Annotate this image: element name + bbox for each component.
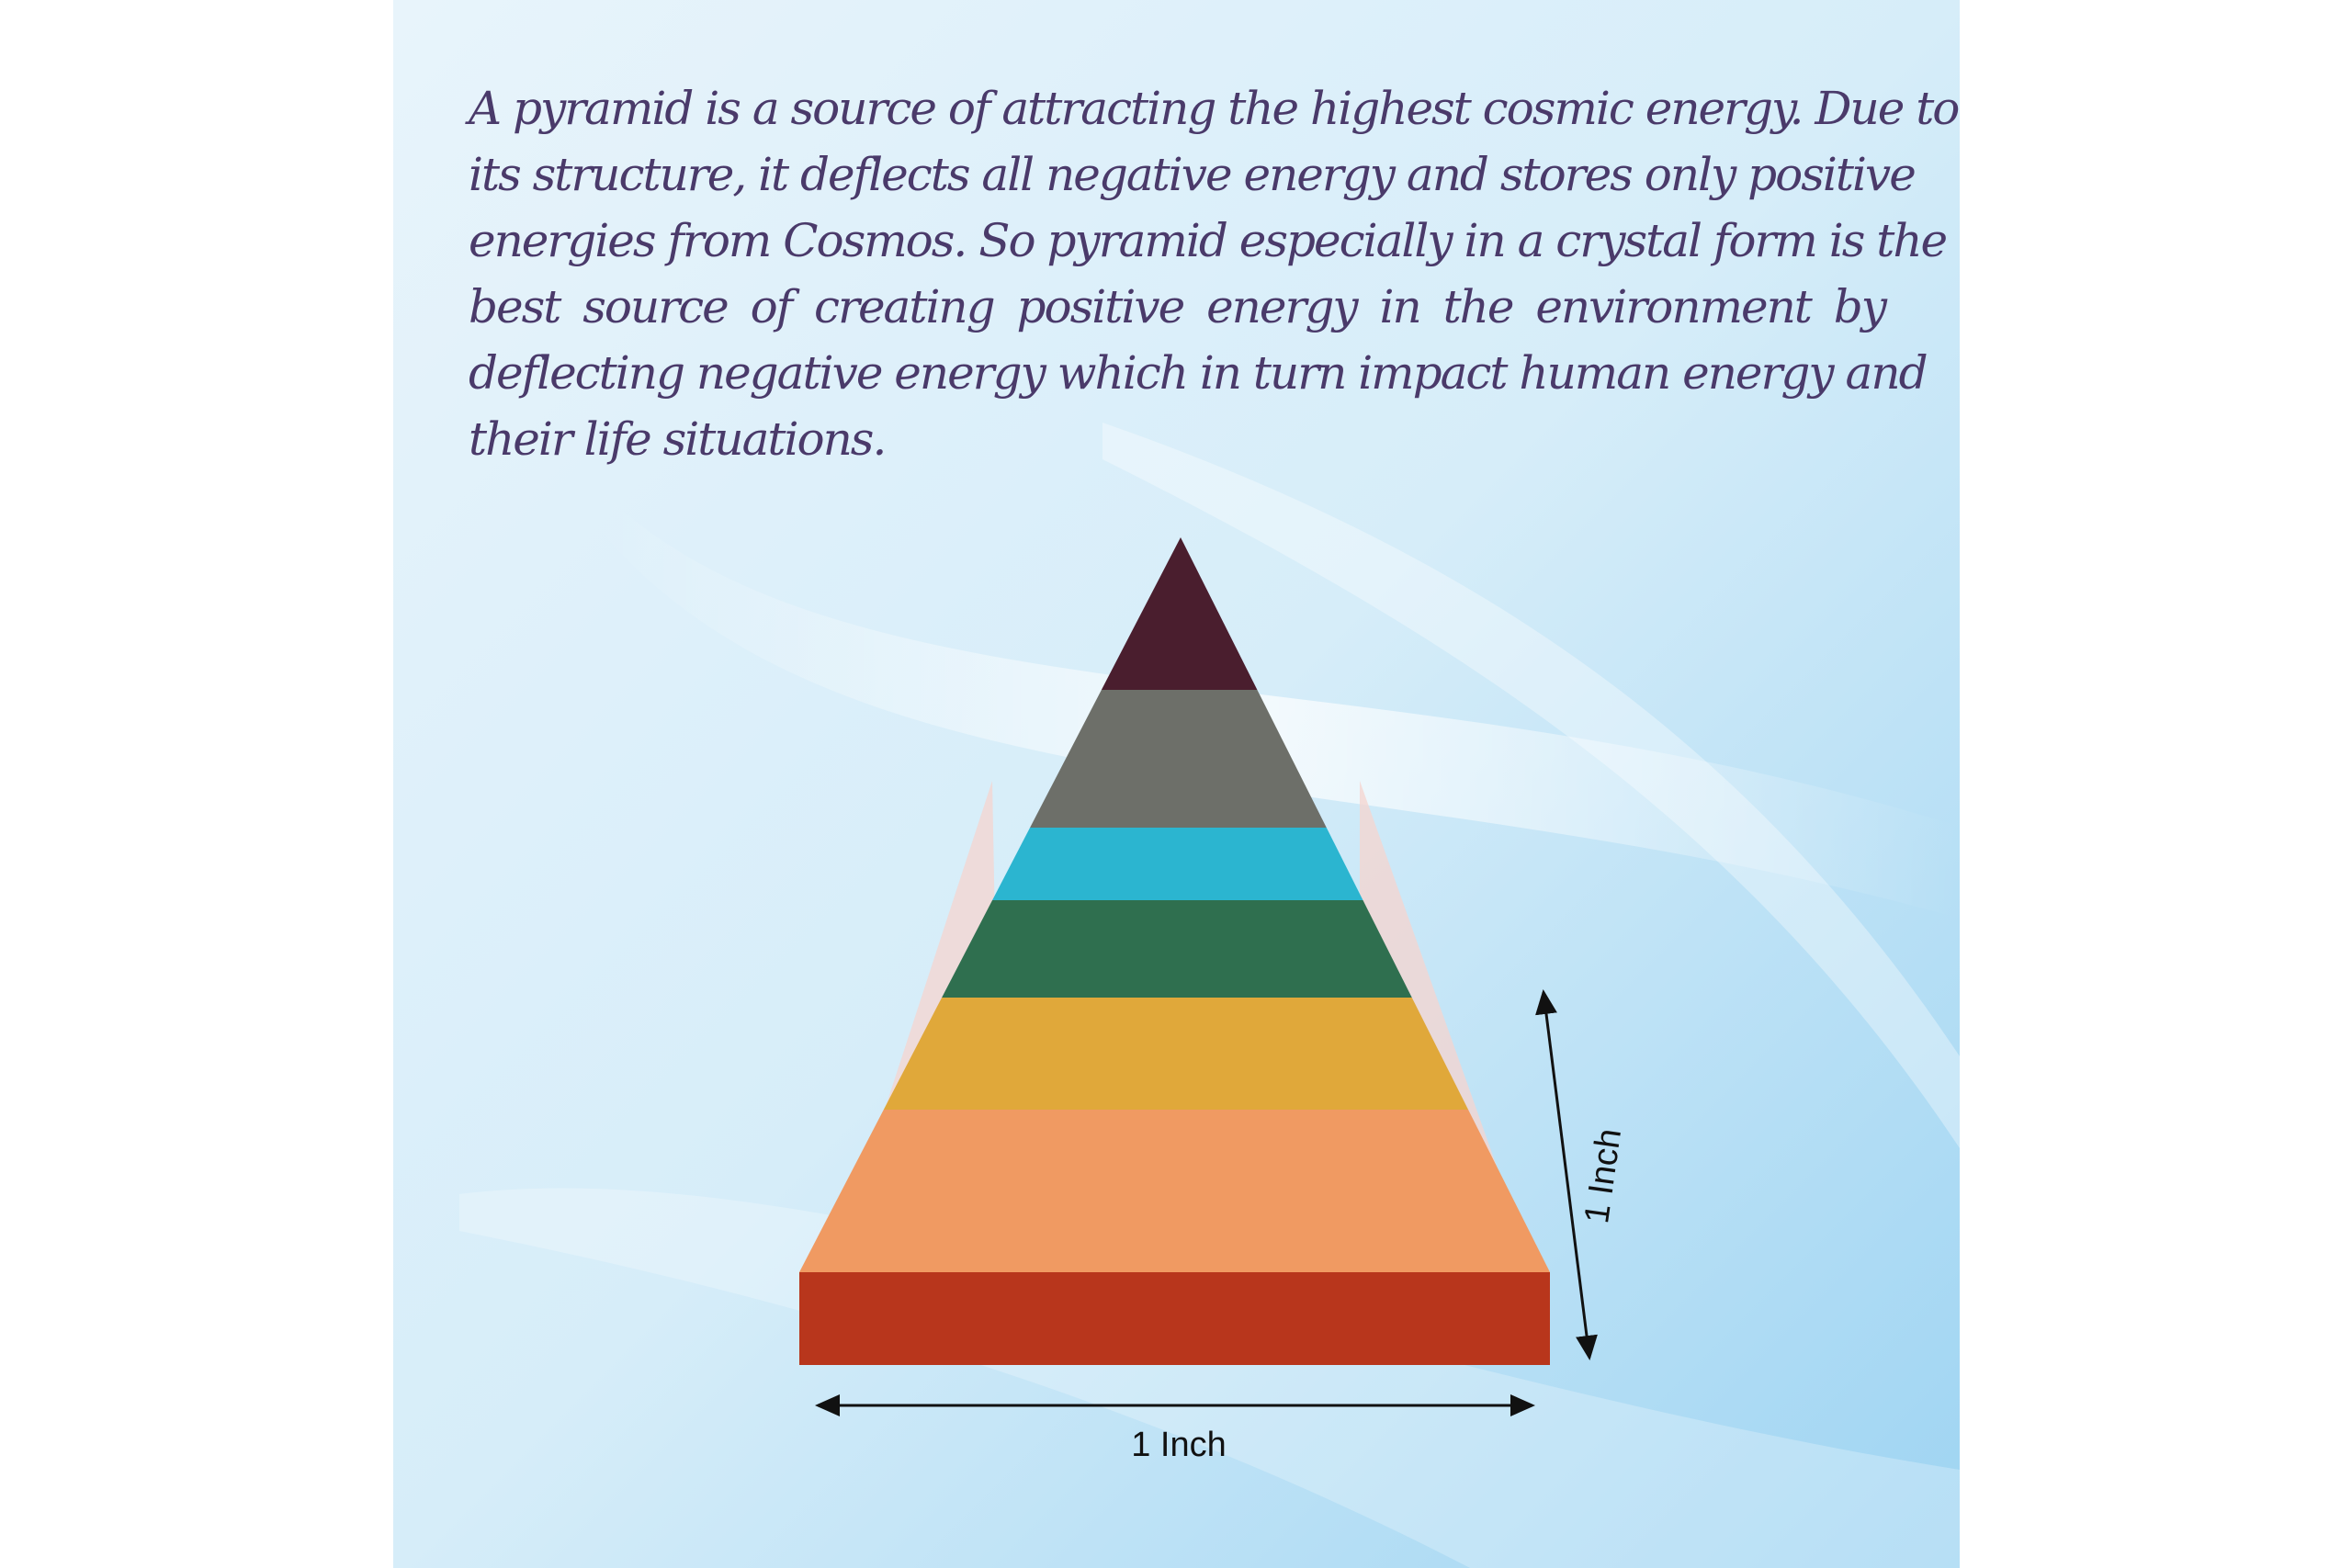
light-swoosh (588, 478, 1960, 919)
pyramid-base (799, 1272, 1550, 1365)
pyramid-band-yellow (883, 998, 1469, 1110)
pyramid-band-purple (1101, 537, 1258, 690)
description-paragraph: A pyramid is a source of attracting the … (469, 75, 1960, 472)
description-line: best source of creating positive energy … (469, 280, 1887, 333)
description-line: its structure, it deflects all negative … (469, 148, 1917, 201)
description-line: A pyramid is a source of attracting the … (469, 82, 1960, 135)
pyramid-band-orange (799, 1110, 1550, 1272)
description-line: their life situations. (469, 412, 887, 466)
description-line: energies from Cosmos. So pyramid especia… (469, 214, 1948, 267)
light-swoosh (1102, 423, 1960, 1148)
pyramid-band-grey (1030, 690, 1327, 828)
pyramid (799, 537, 1550, 1365)
height-dimension-arrow (1535, 989, 1598, 1360)
pyramid-band-turquoise (992, 828, 1363, 900)
pyramid-band-green (942, 900, 1412, 998)
description-line: deflecting negative energy which in turn… (469, 346, 1928, 400)
width-label: 1 Inch (1131, 1426, 1227, 1464)
